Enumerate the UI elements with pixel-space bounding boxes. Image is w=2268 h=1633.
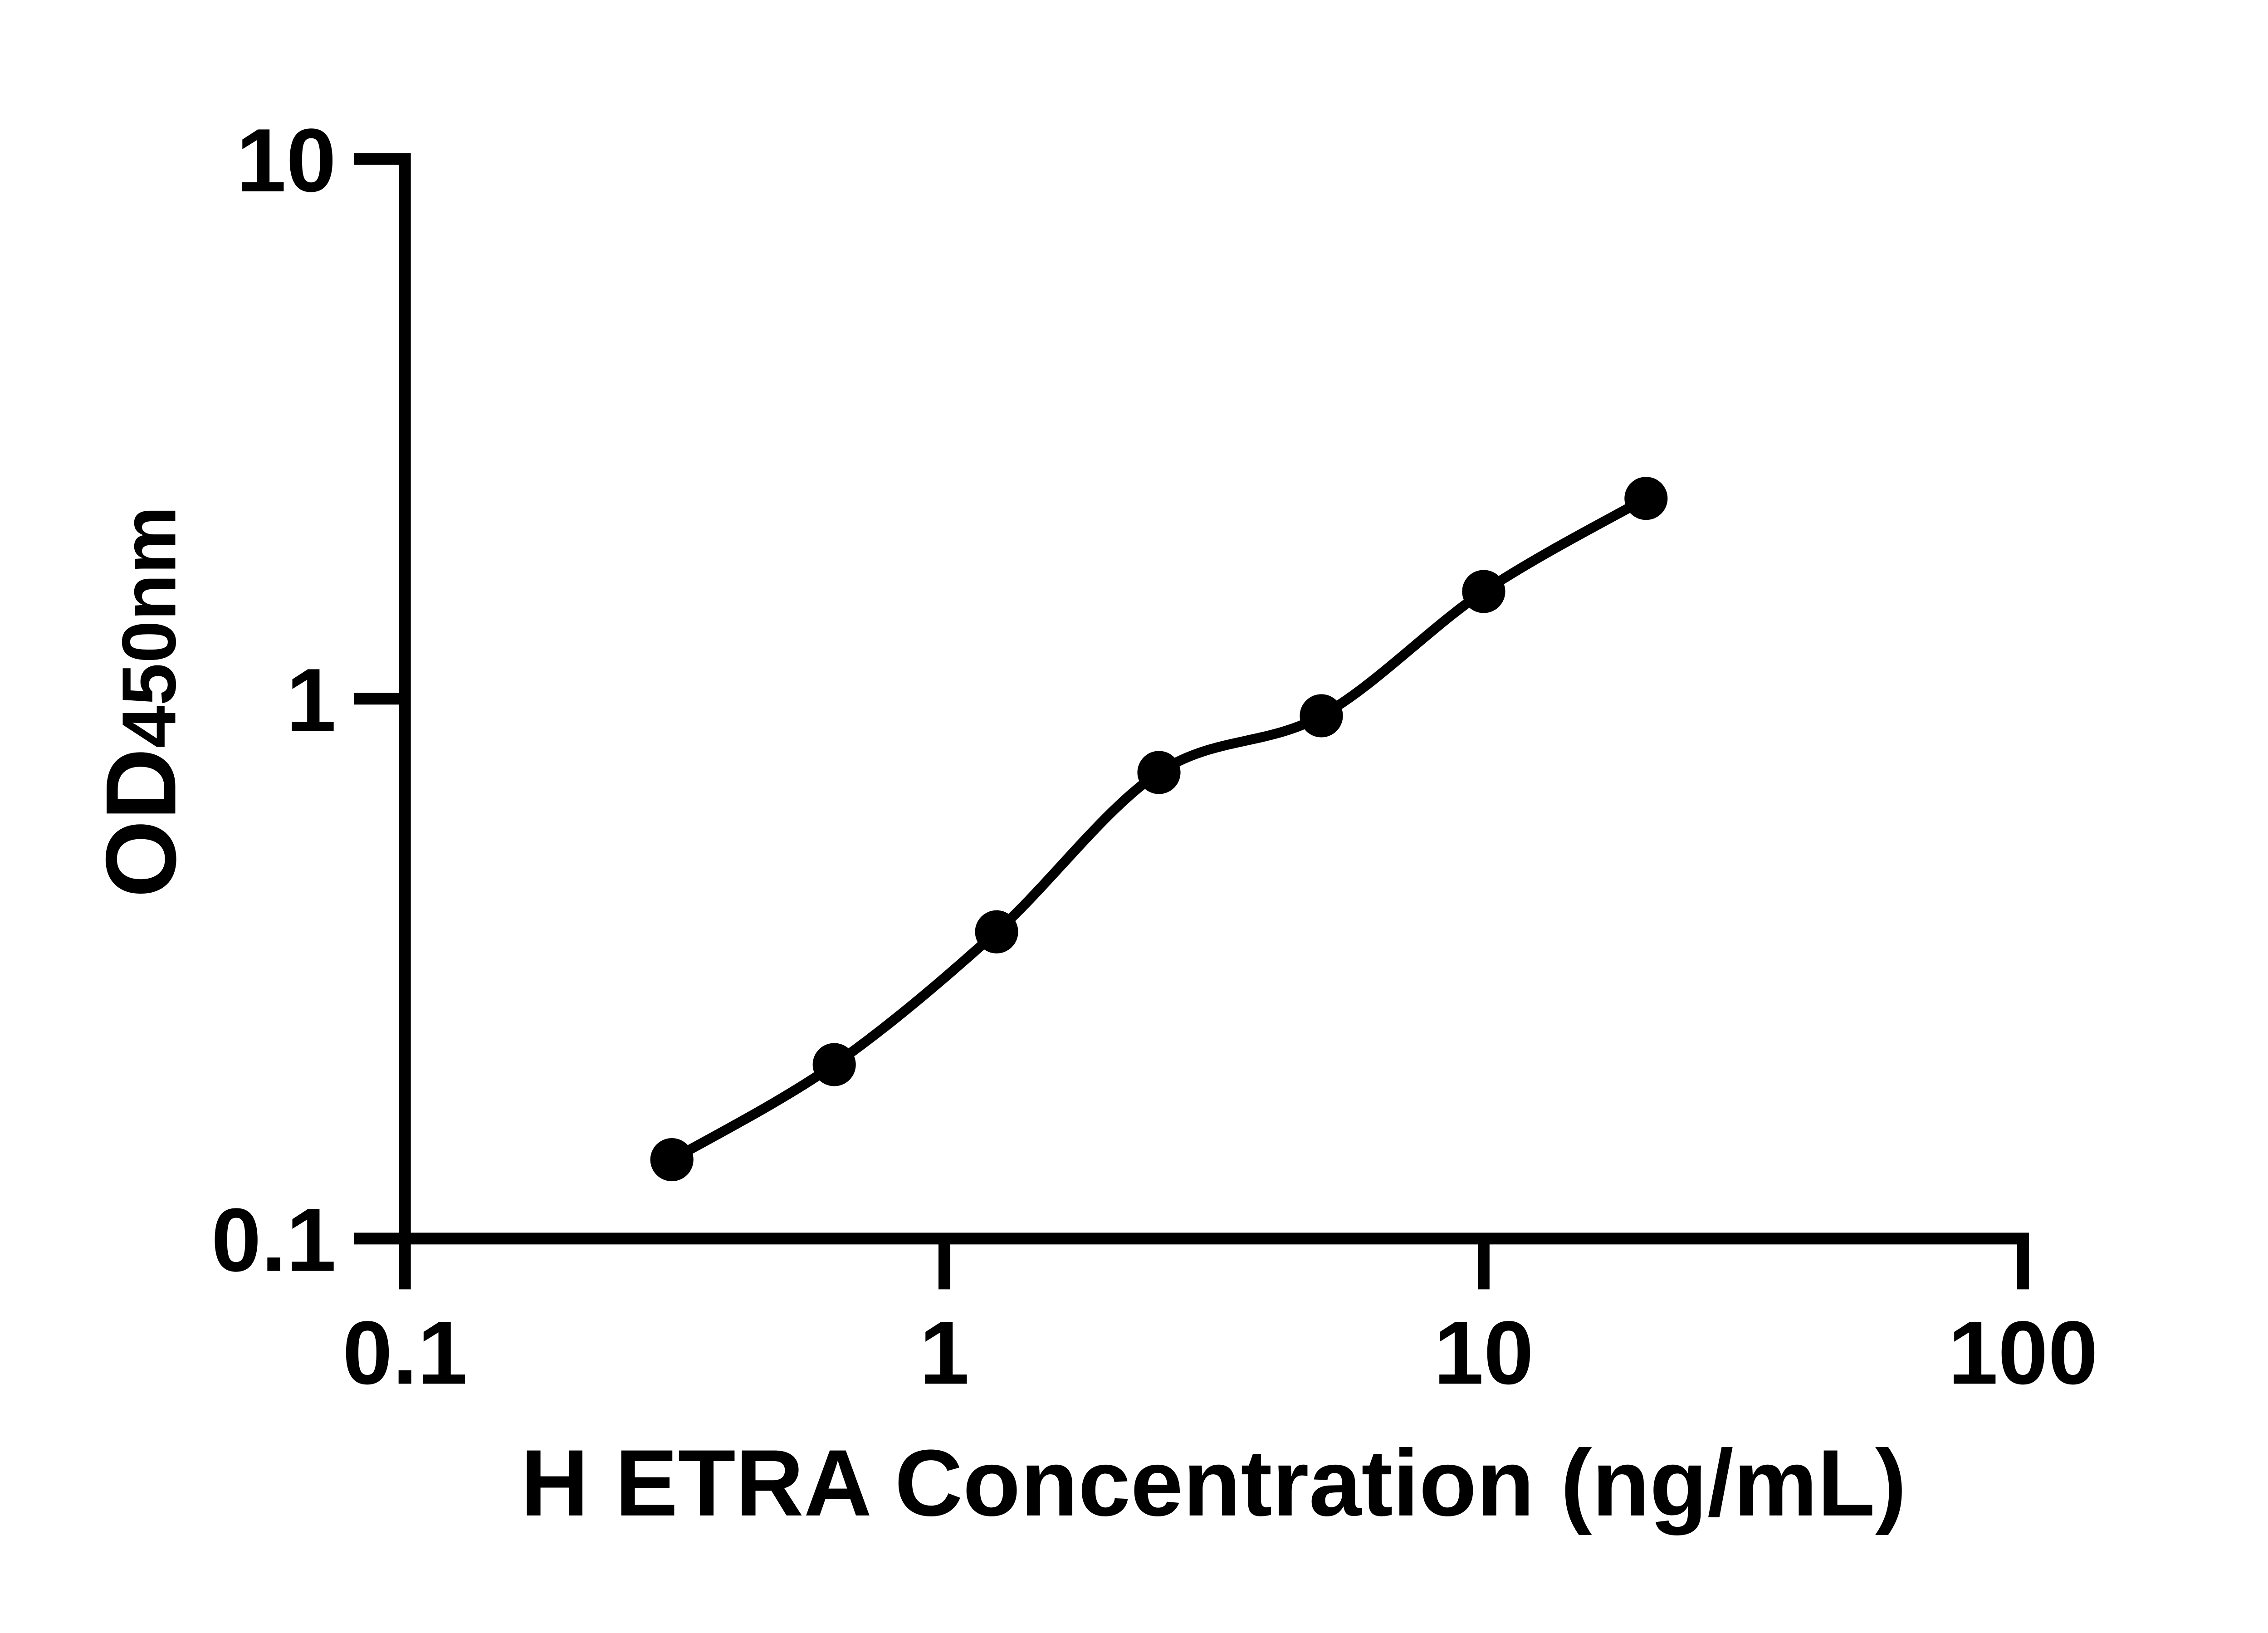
data-point-marker	[1462, 570, 1505, 613]
data-point-markers	[650, 477, 1668, 1182]
y-axis-title-sub: 450nm	[106, 506, 191, 748]
data-point-marker	[975, 910, 1018, 953]
data-point-marker	[1624, 477, 1668, 520]
x-axis-title: H ETRA Concentration (ng/mL)	[521, 1431, 1906, 1536]
data-point-marker	[650, 1138, 694, 1182]
data-point-marker	[812, 1043, 856, 1086]
x-tick-label: 10	[1434, 1302, 1534, 1403]
data-series	[650, 477, 1668, 1182]
y-tick-label: 1	[286, 650, 336, 750]
axes: 10 1 0.1 0.1 1 10 100	[211, 110, 2098, 1403]
y-tick-label: 0.1	[211, 1190, 336, 1290]
y-axis-ticks: 10 1 0.1	[211, 110, 405, 1290]
data-point-marker	[1137, 751, 1181, 794]
x-axis-ticks: 0.1 1 10 100	[342, 1238, 2098, 1403]
y-axis-title-main: OD	[85, 748, 196, 898]
x-tick-label: 0.1	[342, 1302, 467, 1403]
data-point-marker	[1300, 694, 1343, 738]
y-tick-label: 10	[236, 110, 336, 210]
y-axis-title: OD450nm	[85, 506, 196, 898]
x-tick-label: 1	[919, 1302, 969, 1403]
x-tick-label: 100	[1948, 1302, 2098, 1403]
